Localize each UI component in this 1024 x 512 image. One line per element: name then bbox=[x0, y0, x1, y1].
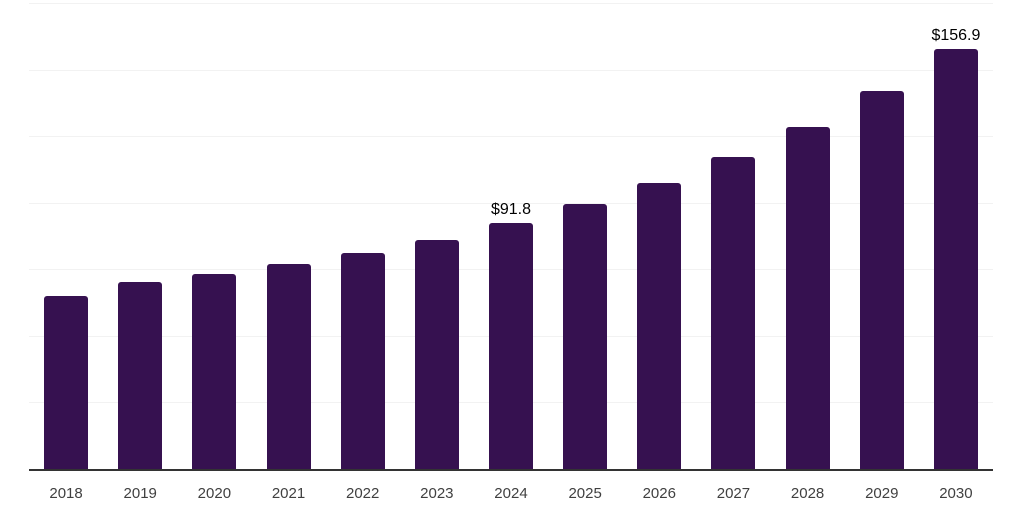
x-axis-label-2021: 2021 bbox=[271, 485, 306, 502]
gridline bbox=[29, 69, 993, 71]
x-axis-label-2022: 2022 bbox=[345, 485, 380, 502]
x-axis-labels: 2018 2019 2020 2021 2022 2023 2024 2025 2026 2027… bbox=[29, 486, 993, 504]
bar-2019 bbox=[118, 282, 163, 469]
x-axis-label-2019: 2019 bbox=[123, 485, 157, 502]
x-axis-label-2028: 2028 bbox=[790, 485, 825, 502]
bar-2026 bbox=[637, 183, 682, 469]
gridline bbox=[29, 3, 993, 4]
x-axis-label-2023: 2023 bbox=[420, 485, 454, 502]
bar-2027 bbox=[711, 157, 756, 469]
x-axis-label-2020: 2020 bbox=[197, 485, 232, 502]
x-axis-label-2030: 2030 bbox=[939, 485, 973, 502]
plot-area: $91.8 $156.9 bbox=[29, 3, 993, 471]
x-axis-label-2027: 2027 bbox=[716, 485, 751, 502]
bar-2025 bbox=[563, 204, 608, 469]
bar-2023 bbox=[414, 240, 459, 469]
x-axis-label-2029: 2029 bbox=[865, 485, 899, 502]
bar-2020 bbox=[192, 274, 237, 469]
bar-2022 bbox=[340, 253, 385, 469]
gridline bbox=[29, 202, 993, 204]
bar-2029 bbox=[859, 91, 904, 469]
x-axis-label-2026: 2026 bbox=[642, 485, 676, 502]
bar-2030 bbox=[933, 48, 978, 469]
bar-value-label-2030: $156.9 bbox=[931, 26, 981, 44]
x-axis-line bbox=[29, 469, 993, 471]
bar-2018 bbox=[44, 296, 89, 469]
bar-2021 bbox=[266, 264, 311, 469]
x-axis-label-2024: 2024 bbox=[494, 485, 528, 502]
bar-2024 bbox=[489, 223, 533, 469]
gridline bbox=[29, 136, 993, 138]
x-axis-label-2025: 2025 bbox=[568, 485, 602, 502]
x-axis-label-2018: 2018 bbox=[49, 485, 83, 502]
bar-value-label-2024: $91.8 bbox=[490, 201, 532, 219]
bar-2028 bbox=[785, 127, 830, 469]
